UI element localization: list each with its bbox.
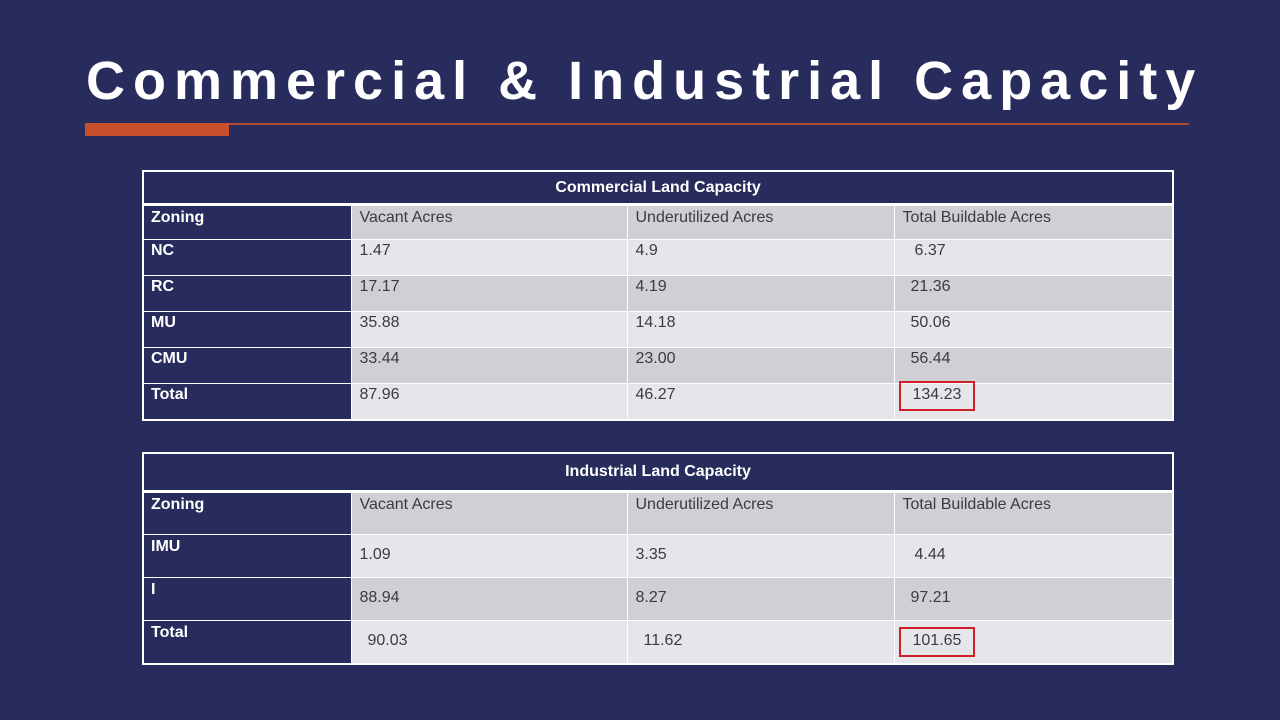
industrial-capacity-table: Industrial Land Capacity Zoning Vacant A…: [142, 452, 1174, 665]
underutilized-cell: 4.9: [627, 239, 895, 276]
table-row: I 88.94 8.27 97.21: [142, 577, 1174, 621]
slide-title: Commercial & Industrial Capacity: [86, 51, 1204, 111]
underutilized-cell: 8.27: [627, 577, 895, 621]
header-underutilized-acres: Underutilized Acres: [627, 204, 895, 240]
title-underline: [229, 123, 1189, 125]
highlighted-total: 101.65: [898, 627, 976, 657]
header-vacant-acres: Vacant Acres: [351, 491, 628, 535]
header-vacant-acres: Vacant Acres: [351, 204, 628, 240]
table-row: RC 17.17 4.19 21.36: [142, 275, 1175, 312]
vacant-cell: 33.44: [351, 347, 628, 384]
table-header-row: Zoning Vacant Acres Underutilized Acres …: [142, 491, 1174, 535]
underutilized-cell: 14.18: [627, 311, 895, 348]
table-row: MU 35.88 14.18 50.06: [142, 311, 1175, 348]
vacant-cell: 1.47: [351, 239, 628, 276]
zoning-cell: Total: [142, 620, 352, 665]
vacant-cell: 90.03: [351, 620, 628, 665]
vacant-cell: 35.88: [351, 311, 628, 348]
total-buildable-cell: 4.44: [894, 534, 1174, 578]
total-buildable-cell: 6.37: [894, 239, 1175, 276]
table-total-row: Total 87.96 46.27 134.23: [142, 381, 1175, 421]
table-caption: Commercial Land Capacity: [141, 170, 1175, 206]
header-underutilized-acres: Underutilized Acres: [627, 491, 895, 535]
underutilized-cell: 4.19: [627, 275, 895, 312]
vacant-cell: 87.96: [351, 383, 628, 421]
zoning-cell: CMU: [142, 347, 352, 384]
table-caption: Industrial Land Capacity: [142, 452, 1174, 493]
commercial-capacity-table: Commercial Land Capacity Zoning Vacant A…: [141, 170, 1175, 421]
zoning-cell: MU: [142, 311, 352, 348]
zoning-cell: IMU: [142, 534, 352, 578]
table-row: IMU 1.09 3.35 4.44: [142, 534, 1174, 578]
underutilized-cell: 23.00: [627, 347, 895, 384]
vacant-cell: 17.17: [351, 275, 628, 312]
total-buildable-cell: 97.21: [894, 577, 1174, 621]
vacant-cell: 1.09: [351, 534, 628, 578]
zoning-cell: Total: [142, 383, 352, 421]
table-header-row: Zoning Vacant Acres Underutilized Acres …: [142, 204, 1175, 240]
zoning-cell: I: [142, 577, 352, 621]
total-buildable-cell: 56.44: [894, 347, 1175, 384]
vacant-cell: 88.94: [351, 577, 628, 621]
total-buildable-cell: 21.36: [894, 275, 1175, 312]
zoning-cell: NC: [142, 239, 352, 276]
header-zoning: Zoning: [142, 491, 352, 535]
underutilized-cell: 3.35: [627, 534, 895, 578]
total-buildable-cell: 134.23: [894, 381, 1175, 421]
highlighted-total: 134.23: [898, 381, 976, 411]
underutilized-cell: 11.62: [627, 620, 895, 665]
total-buildable-cell: 50.06: [894, 311, 1175, 348]
table-row: NC 1.47 4.9 6.37: [142, 239, 1175, 276]
header-zoning: Zoning: [142, 204, 352, 240]
title-accent-bar: [85, 123, 229, 136]
header-total-buildable-acres: Total Buildable Acres: [894, 491, 1174, 535]
table-total-row: Total 90.03 11.62 101.65: [142, 620, 1174, 665]
header-total-buildable-acres: Total Buildable Acres: [894, 204, 1175, 240]
total-buildable-cell: 101.65: [894, 620, 1174, 665]
underutilized-cell: 46.27: [627, 383, 895, 421]
table-row: CMU 33.44 23.00 56.44: [142, 347, 1175, 384]
zoning-cell: RC: [142, 275, 352, 312]
